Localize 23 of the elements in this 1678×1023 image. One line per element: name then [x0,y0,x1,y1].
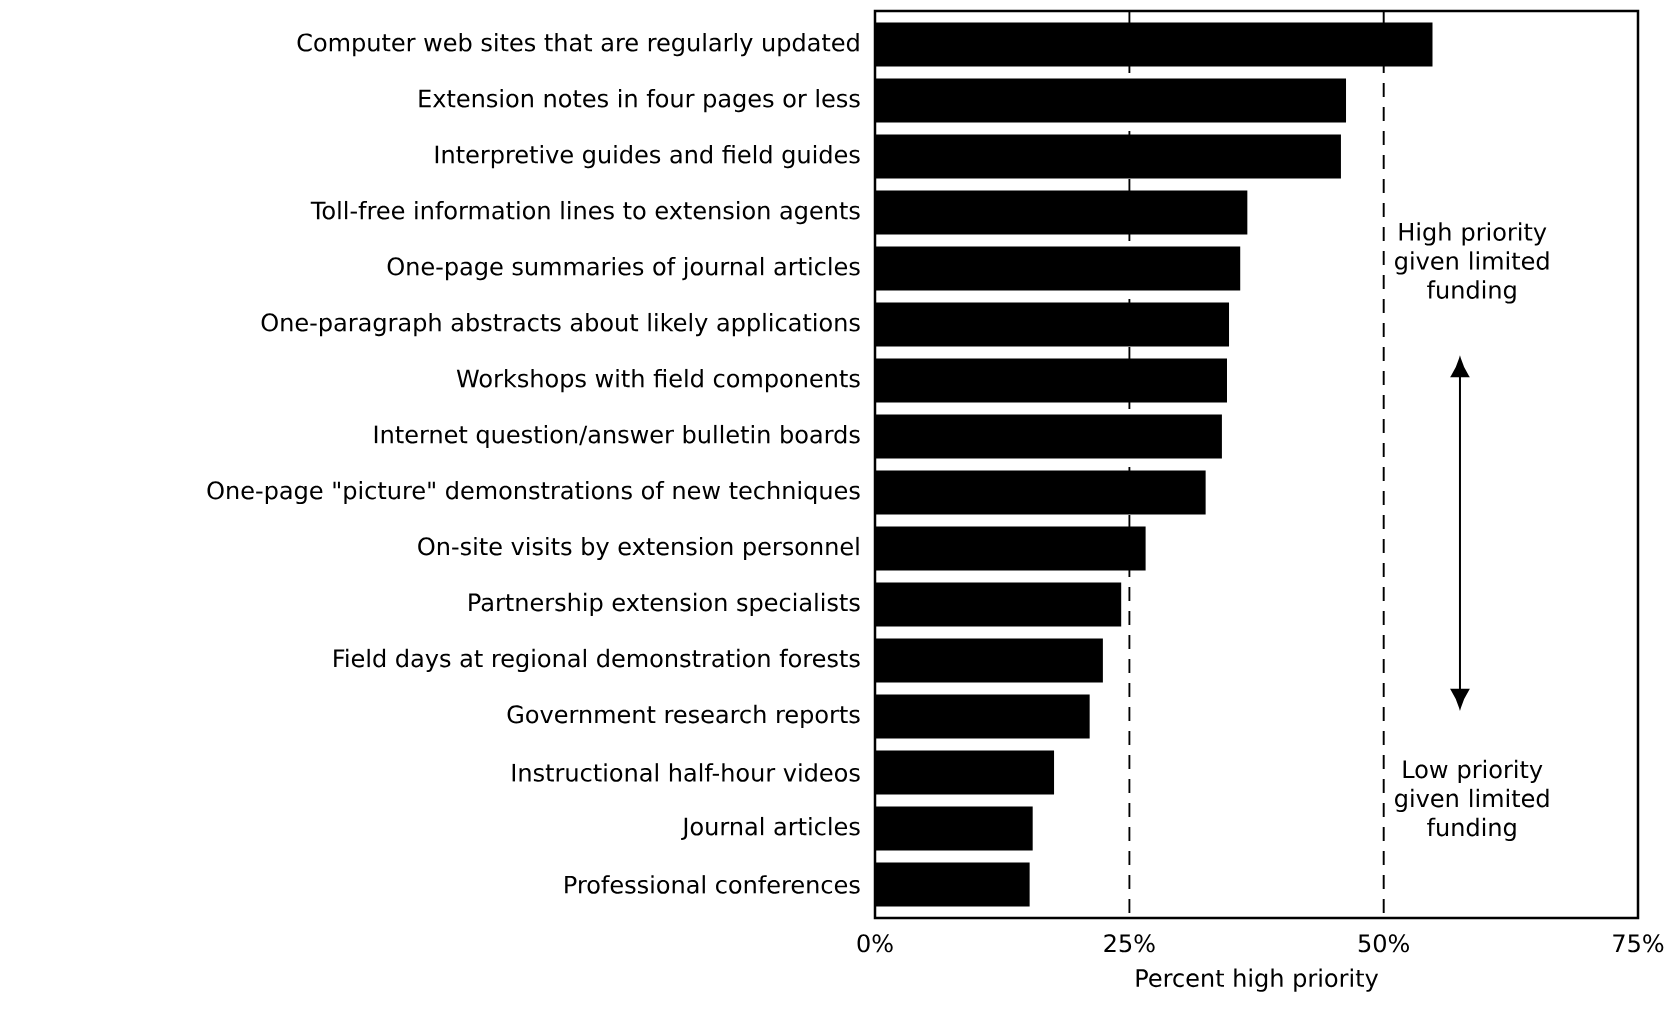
y-tick-label: Journal articles [681,816,860,840]
y-tick-label: Extension notes in four pages or less [419,88,860,113]
y-tick-label: Field days at regional demonstration forests [334,648,860,673]
x-tick-label: 75% [1613,934,1664,953]
y-tick-label: Workshops with field components [456,368,860,393]
y-tick-label: Internet question/answer bulletin boards [374,424,860,449]
y-tick-label: One-page summaries of journal articles [387,256,860,281]
y-tick-label: One-paragraph abstracts about likely applications [261,312,860,337]
y-tick-label: Toll-free information lines to extension agents [310,200,860,225]
y-tick-label: Computer web sites that are regularly updated [297,32,859,57]
annotation: High priority given limited funding [1395,222,1549,304]
y-tick-label: Government research reports [507,704,860,729]
x-tick-label: 0% [857,934,893,953]
x-tick-label: 50% [1358,934,1409,953]
annotation: Low priority given limited funding [1395,759,1549,842]
y-tick-label: Instructional half-hour videos [512,763,860,782]
y-tick-label: Professional conferences [565,875,860,894]
y-tick-label: One-page "picture" demonstrations of new techniques [207,480,860,505]
y-tick-label: Partnership extension specialists [469,592,860,617]
y-tick-label: Interpretive guides and field guides [435,144,860,169]
x-tick-label: 25% [1104,934,1155,953]
y-tick-label: On-site visits by extension personnel [418,536,859,561]
x-axis-title: Percent high priority [1136,968,1379,992]
